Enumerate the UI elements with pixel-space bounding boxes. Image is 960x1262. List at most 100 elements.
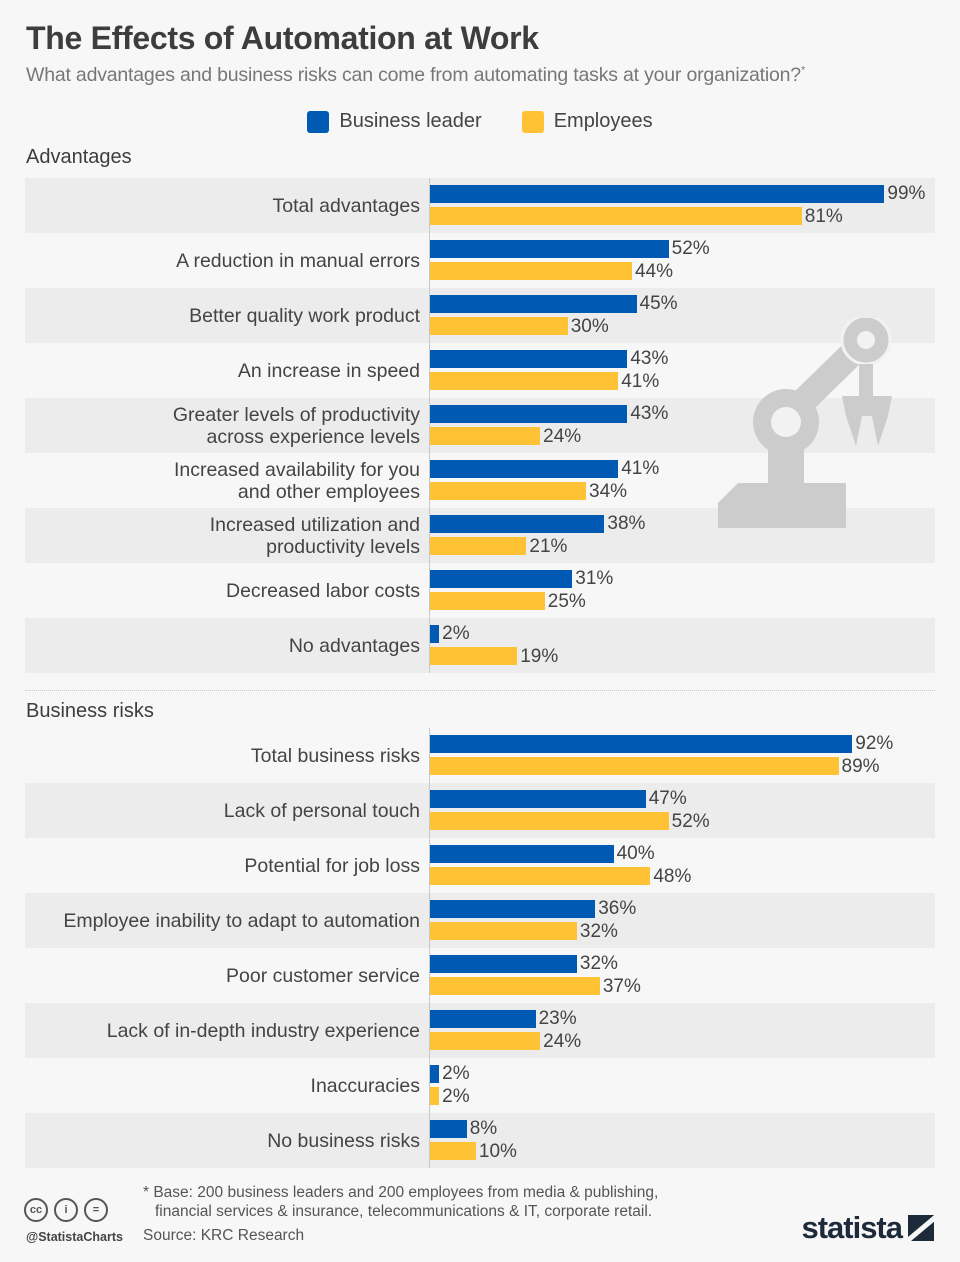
chart-row-decreased-labor-costs: Decreased labor costs 31% 25% bbox=[25, 563, 935, 618]
category-label-text: No business risks bbox=[267, 1130, 420, 1152]
category-label-text: A reduction in manual errors bbox=[176, 250, 420, 272]
category-label: No advantages bbox=[0, 618, 420, 673]
data-label-business-leader: 99% bbox=[887, 183, 926, 204]
creative-commons-icon: cc bbox=[24, 1198, 48, 1222]
category-label: Poor customer service bbox=[0, 948, 420, 1003]
data-label-business-leader: 36% bbox=[598, 898, 637, 919]
category-label-text: Inaccuracies bbox=[311, 1075, 420, 1097]
data-label-business-leader: 31% bbox=[575, 568, 614, 589]
bar-business-leader bbox=[430, 460, 619, 478]
data-label-business-leader: 92% bbox=[855, 733, 894, 754]
category-label-line: Better quality work product bbox=[189, 304, 420, 327]
category-label-line: and other employees bbox=[237, 480, 420, 503]
category-label: Lack of in-depth industry experience bbox=[0, 1003, 420, 1058]
subtitle-text: What advantages and business risks can c… bbox=[26, 64, 801, 86]
category-label-text: Decreased labor costs bbox=[226, 580, 420, 602]
data-label-employees: 44% bbox=[634, 261, 673, 282]
category-label-line: Total business risks bbox=[250, 744, 420, 767]
category-label: Inaccuracies bbox=[0, 1058, 420, 1113]
data-label-business-leader: 23% bbox=[538, 1008, 577, 1029]
bar-employees bbox=[430, 922, 577, 940]
category-label-line: Decreased labor costs bbox=[225, 579, 420, 602]
chart-row-better-quality-work-product: Better quality work product 45% 30% bbox=[25, 288, 935, 343]
category-label: A reduction in manual errors bbox=[0, 233, 420, 288]
chart-subtitle: What advantages and business risks can c… bbox=[26, 64, 805, 87]
category-label: No business risks bbox=[0, 1113, 420, 1168]
category-label-line: An increase in speed bbox=[237, 359, 420, 382]
legend-swatch-business-leader bbox=[307, 110, 330, 133]
category-label-line: productivity levels bbox=[266, 535, 420, 558]
advantages-chart: Total advantages 99% 81% A reduction in man… bbox=[0, 178, 960, 673]
bar-employees bbox=[430, 207, 802, 225]
robot-arm-icon bbox=[718, 318, 892, 528]
data-label-business-leader: 38% bbox=[607, 513, 646, 534]
no-derivatives-icon: = bbox=[84, 1198, 108, 1222]
data-label-business-leader: 45% bbox=[639, 293, 678, 314]
bar-employees bbox=[430, 812, 669, 830]
category-label-text: No advantages bbox=[289, 635, 420, 657]
category-label-text: Potential for job loss bbox=[244, 855, 420, 877]
bar-business-leader bbox=[430, 350, 628, 368]
bar-employees bbox=[430, 592, 545, 610]
social-handle[interactable]: @StatistaCharts bbox=[26, 1230, 123, 1244]
chart-row-lack-of-in-depth-industry-experience: Lack of in-depth industry experience 23% 2… bbox=[25, 1003, 935, 1058]
footnote: * Base: 200 business leaders and 200 emp… bbox=[143, 1183, 658, 1221]
section-title-advantages: Advantages bbox=[26, 146, 132, 168]
category-label-text: An increase in speed bbox=[238, 360, 420, 382]
bar-business-leader bbox=[430, 515, 605, 533]
data-label-employees: 19% bbox=[520, 646, 559, 667]
legend-item-business-leader: Business leader bbox=[307, 110, 482, 133]
data-label-employees: 41% bbox=[621, 371, 660, 392]
category-label-line: No advantages bbox=[288, 634, 420, 657]
category-label: Greater levels of productivity across exp… bbox=[0, 398, 420, 453]
category-label: Decreased labor costs bbox=[0, 563, 420, 618]
category-label-text: Increased availability for you and other … bbox=[174, 459, 420, 503]
bar-employees bbox=[430, 647, 518, 665]
category-label-line: A reduction in manual errors bbox=[176, 249, 420, 272]
statista-logo[interactable]: statista bbox=[801, 1210, 934, 1246]
category-label-text: Total advantages bbox=[273, 195, 420, 217]
data-label-business-leader: 40% bbox=[616, 843, 655, 864]
category-label-line: No business risks bbox=[267, 1129, 420, 1152]
chart-row-an-increase-in-speed: An increase in speed 43% 41% bbox=[25, 343, 935, 398]
data-label-employees: 81% bbox=[804, 206, 843, 227]
chart-row-potential-for-job-loss: Potential for job loss 40% 48% bbox=[25, 838, 935, 893]
legend-label: Business leader bbox=[339, 110, 482, 132]
chart-row-no-advantages: No advantages 2% 19% bbox=[25, 618, 935, 673]
category-label-line: Increased availability for you bbox=[173, 458, 420, 481]
category-label-line: Potential for job loss bbox=[244, 854, 420, 877]
bar-business-leader bbox=[430, 955, 577, 973]
bar-business-leader bbox=[430, 185, 885, 203]
category-label-text: Total business risks bbox=[251, 745, 420, 767]
category-label-line: Total advantages bbox=[272, 194, 420, 217]
category-label: Total advantages bbox=[0, 178, 420, 233]
business-risks-chart: Total business risks 92% 89% Lack of person… bbox=[0, 728, 960, 1168]
chart-title: The Effects of Automation at Work bbox=[26, 20, 539, 56]
category-label-line: Lack of in-depth industry experience bbox=[106, 1019, 420, 1042]
data-label-employees: 48% bbox=[653, 866, 692, 887]
category-label-text: Better quality work product bbox=[189, 305, 420, 327]
category-label: Lack of personal touch bbox=[0, 783, 420, 838]
chart-row-inaccuracies: Inaccuracies 2% 2% bbox=[25, 1058, 935, 1113]
bar-employees bbox=[430, 372, 619, 390]
category-label-line: Inaccuracies bbox=[310, 1074, 420, 1097]
bar-business-leader bbox=[430, 735, 853, 753]
bar-employees bbox=[430, 1142, 476, 1160]
bar-business-leader bbox=[430, 790, 646, 808]
data-label-business-leader: 2% bbox=[442, 623, 470, 644]
bar-business-leader bbox=[430, 1120, 467, 1138]
legend-item-employees: Employees bbox=[521, 110, 653, 133]
bar-employees bbox=[430, 317, 568, 335]
data-label-employees: 32% bbox=[579, 921, 618, 942]
legend: Business leader Employees bbox=[0, 110, 960, 133]
brand-name: statista bbox=[801, 1210, 903, 1245]
category-label-text: Increased utilization and productivity le… bbox=[210, 514, 420, 558]
data-label-business-leader: 43% bbox=[630, 403, 669, 424]
data-label-employees: 2% bbox=[442, 1086, 470, 1107]
bar-employees bbox=[430, 1087, 440, 1105]
category-label: Employee inability to adapt to automatio… bbox=[0, 893, 420, 948]
source-note: Source: KRC Research bbox=[143, 1227, 305, 1244]
bar-employees bbox=[430, 1032, 541, 1050]
category-label-text: Employee inability to adapt to automatio… bbox=[63, 910, 420, 932]
bar-employees bbox=[430, 482, 587, 500]
